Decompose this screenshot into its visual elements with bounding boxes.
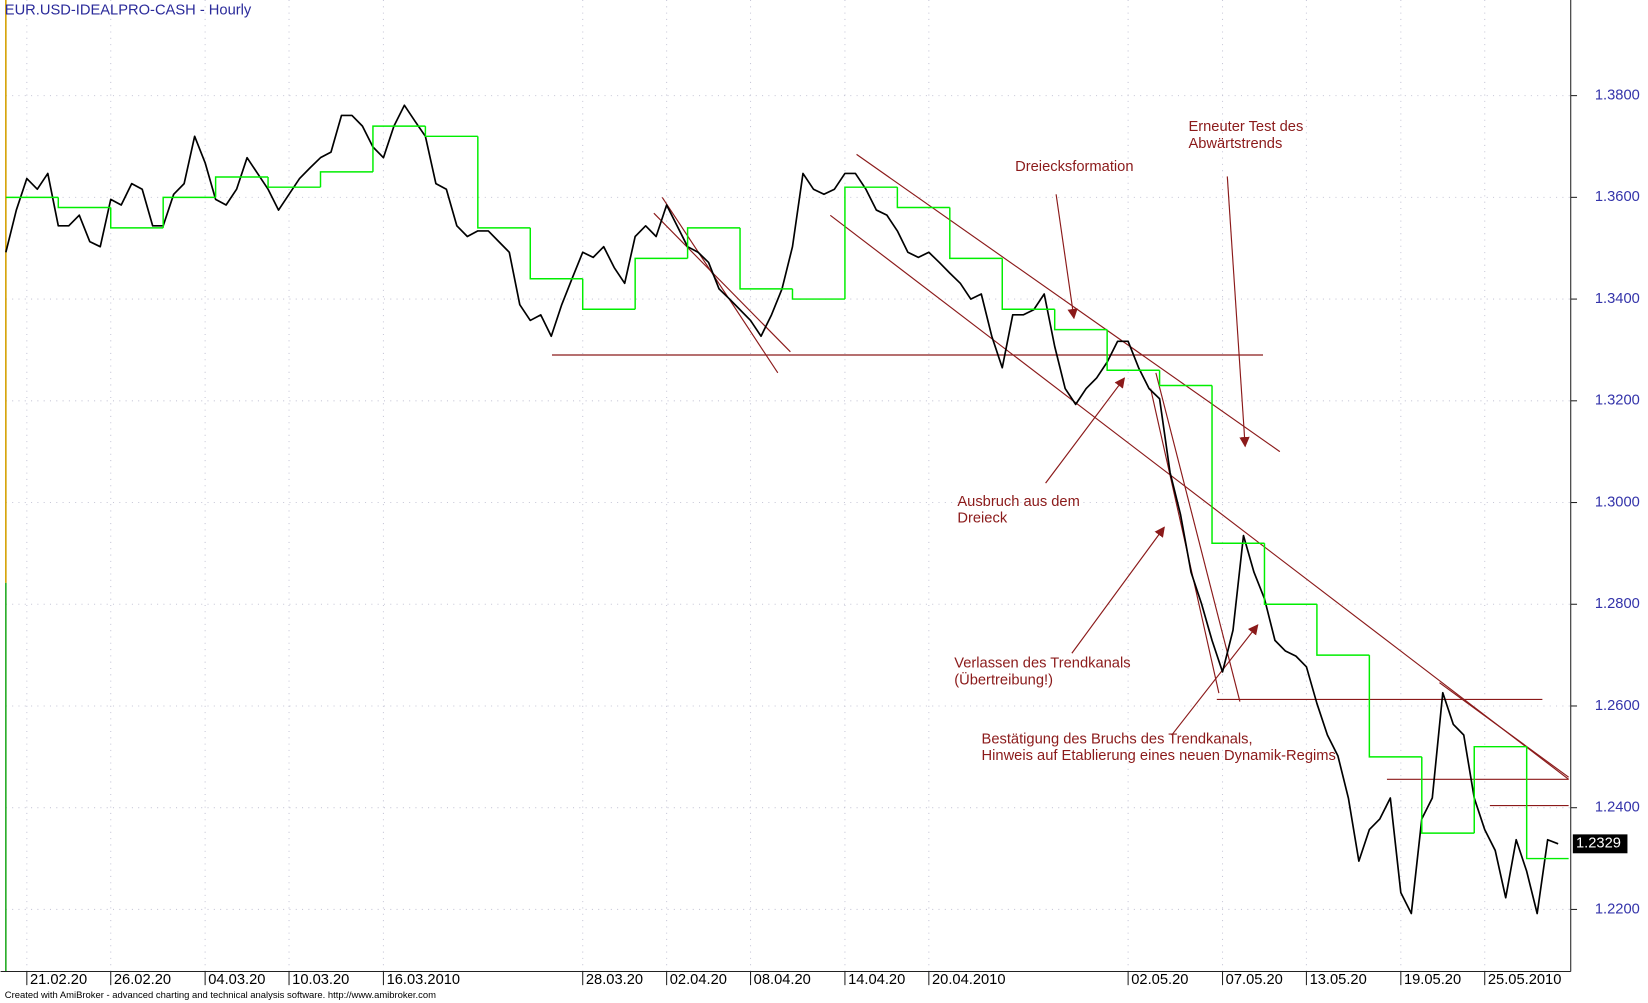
arrow bbox=[1071, 526, 1165, 654]
last-price-label: 1.2329 bbox=[1576, 836, 1621, 852]
step-segment bbox=[1211, 385, 1265, 544]
annotation: Dreiecksformation bbox=[1015, 159, 1133, 175]
step-segment bbox=[1316, 604, 1370, 656]
axes: 1.2200 1.2400 1.2600 1.2800 1.3000 1.3200 1.34… bbox=[26, 88, 1640, 988]
step-segment bbox=[896, 187, 950, 209]
trend-line bbox=[856, 153, 1281, 453]
x-tick-label: 20.04.2010 bbox=[932, 972, 1006, 988]
x-tick-label: 13.05.20 bbox=[1310, 972, 1367, 988]
x-tick-label: 14.04.20 bbox=[848, 972, 905, 988]
x-tick-label: 25.05.2010 bbox=[1488, 972, 1562, 988]
x-tick-label: 08.04.20 bbox=[754, 972, 811, 988]
y-tick-label: 1.2600 bbox=[1595, 698, 1640, 714]
step-segment bbox=[1001, 258, 1055, 310]
step-segment bbox=[57, 197, 111, 209]
y-tick-label: 1.2400 bbox=[1595, 800, 1640, 816]
trend-line bbox=[653, 212, 791, 353]
annotation: Ausbruch aus dem bbox=[957, 494, 1079, 510]
trend-line bbox=[1155, 372, 1241, 702]
y-tick-label: 1.3400 bbox=[1595, 291, 1640, 307]
step-segment bbox=[1525, 746, 1569, 860]
step-segment bbox=[634, 257, 688, 310]
trend-line bbox=[1439, 682, 1569, 778]
step-segment bbox=[477, 136, 531, 229]
x-tick-label: 02.04.20 bbox=[670, 972, 727, 988]
chart-title: EUR.USD-IDEALPRO-CASH - Hourly bbox=[5, 2, 252, 18]
annotations: Dreiecksformation Erneuter Test des Abwä… bbox=[954, 119, 1336, 764]
step-segment bbox=[372, 125, 426, 172]
trend-lines bbox=[551, 153, 1569, 807]
series bbox=[5, 104, 1569, 915]
x-tick-label: 16.03.2010 bbox=[387, 972, 461, 988]
step-segment bbox=[844, 186, 898, 300]
x-tick-label: 19.05.20 bbox=[1404, 972, 1461, 988]
step-segment bbox=[686, 227, 741, 259]
step-segment bbox=[1106, 329, 1160, 372]
y-tick-label: 1.2800 bbox=[1595, 596, 1640, 612]
annotation: Abwärtstrends bbox=[1188, 136, 1282, 152]
x-tick-label: 28.03.20 bbox=[586, 972, 643, 988]
x-tick-label: 21.02.20 bbox=[30, 972, 87, 988]
y-tick-label: 1.2200 bbox=[1595, 901, 1640, 917]
footer: Created with AmiBroker - advanced charti… bbox=[5, 990, 436, 1001]
trend-line bbox=[661, 197, 779, 374]
step-segment bbox=[214, 176, 269, 198]
x-tick-label: 26.02.20 bbox=[114, 972, 171, 988]
step-segment bbox=[162, 196, 216, 228]
grid bbox=[5, 0, 1571, 972]
arrow bbox=[1226, 176, 1250, 448]
step-segment bbox=[1421, 756, 1475, 834]
step-segment bbox=[529, 227, 583, 280]
step-segment bbox=[1053, 309, 1108, 331]
annotation: Verlassen des Trendkanals bbox=[954, 656, 1130, 672]
y-tick-label: 1.3600 bbox=[1595, 189, 1640, 205]
x-tick-label: 07.05.20 bbox=[1226, 972, 1283, 988]
step-segment bbox=[1368, 655, 1422, 758]
step-segment bbox=[1263, 543, 1317, 605]
x-tick-label: 10.03.20 bbox=[292, 972, 349, 988]
y-tick-label: 1.3200 bbox=[1595, 393, 1640, 409]
y-tick-label: 1.3800 bbox=[1595, 88, 1640, 104]
arrow bbox=[1045, 377, 1125, 484]
x-tick-label: 02.05.20 bbox=[1131, 972, 1188, 988]
step-segment bbox=[267, 177, 321, 188]
annotation: (Übertreibung!) bbox=[954, 670, 1053, 688]
annotation: Bestätigung des Bruchs des Trendkanals, bbox=[982, 731, 1253, 747]
annotation: Erneuter Test des bbox=[1188, 119, 1303, 135]
step-segment bbox=[424, 126, 478, 138]
arrow bbox=[1171, 624, 1259, 736]
trend-line bbox=[829, 214, 1569, 780]
last-price-box bbox=[1572, 834, 1628, 854]
y-tick-label: 1.3000 bbox=[1595, 494, 1640, 510]
step-segment bbox=[949, 207, 1003, 260]
step-segment bbox=[1473, 745, 1527, 834]
x-tick-label: 04.03.20 bbox=[208, 972, 265, 988]
annotation: Dreieck bbox=[957, 511, 1007, 527]
step-segment bbox=[739, 227, 793, 290]
step-segment bbox=[581, 278, 636, 310]
annotation: Hinweis auf Etablierung eines neuen Dyna… bbox=[982, 748, 1336, 764]
step-segment bbox=[1158, 370, 1213, 387]
arrow bbox=[1055, 194, 1078, 320]
step-segment bbox=[791, 288, 845, 300]
step-segment bbox=[319, 171, 373, 188]
step-segment bbox=[109, 207, 164, 229]
